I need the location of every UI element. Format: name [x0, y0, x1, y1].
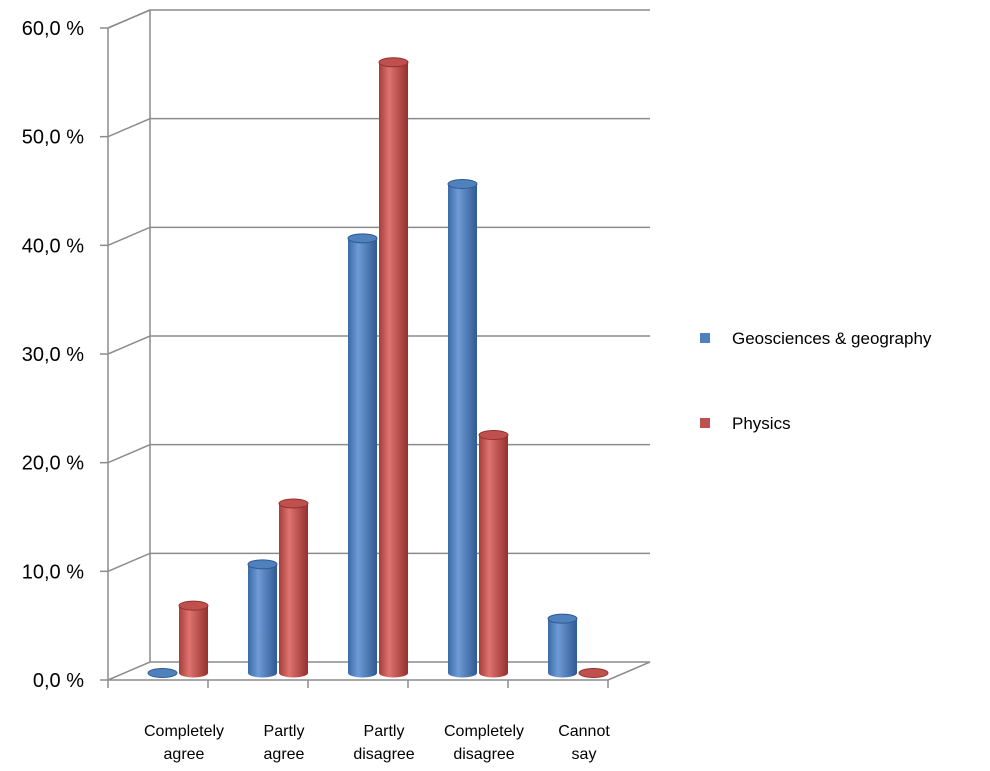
y-tick-label: 60,0 % — [22, 18, 84, 40]
y-tick-label: 20,0 % — [22, 453, 84, 475]
bar-top — [478, 430, 509, 441]
bar — [547, 613, 578, 678]
bar — [247, 559, 278, 678]
y-tick-labels: 0,0 % 10,0 % 20,0 % 30,0 % 40,0 % 50,0 % 60,0 … — [22, 18, 84, 692]
y-tick-label: 50,0 % — [22, 127, 84, 149]
bar — [578, 668, 609, 678]
bar-top — [447, 179, 478, 189]
bar-top — [547, 613, 578, 624]
axes — [100, 9, 651, 688]
y-tick-label: 10,0 % — [22, 561, 84, 583]
bar-body — [248, 564, 277, 678]
bar — [147, 668, 178, 678]
category-labels: Completely agree Partly agree Partly disagree… — [144, 723, 610, 763]
bar-top — [378, 57, 409, 68]
x-tick-label: Partly agree — [264, 723, 305, 763]
x-tick-label: Completely disagree — [444, 723, 524, 763]
bar-body — [379, 62, 408, 678]
bar-body — [448, 184, 477, 678]
x-tick-label: Partly disagree — [353, 723, 414, 763]
bar-body — [479, 435, 508, 678]
bars — [147, 57, 609, 678]
legend-label: Geosciences & geography — [732, 329, 932, 348]
bar-body — [179, 605, 208, 678]
chart-floor — [107, 661, 651, 681]
gridline — [107, 9, 650, 29]
bar — [278, 498, 309, 678]
bar-body — [348, 238, 377, 678]
y-tick-label: 30,0 % — [22, 344, 84, 366]
bar — [378, 57, 409, 678]
bar-top — [347, 233, 378, 244]
top-depth-edge — [107, 9, 151, 29]
bar-body — [548, 618, 577, 678]
bar-top — [247, 559, 278, 570]
y-tick-label: 40,0 % — [22, 235, 84, 257]
y-tick-label: 0,0 % — [33, 670, 84, 692]
bar-top — [178, 600, 209, 611]
bar — [178, 600, 209, 678]
bar — [478, 430, 509, 678]
legend-swatch — [700, 418, 710, 428]
legend-label: Physics — [732, 414, 791, 433]
bar — [347, 233, 378, 678]
legend-item: Geosciences & geography — [700, 329, 932, 348]
bar — [447, 179, 478, 678]
bar-top — [147, 668, 178, 678]
x-tick-label: Completely agree — [144, 723, 224, 763]
bar-top — [278, 498, 309, 509]
legend: Geosciences & geography Physics — [700, 329, 932, 433]
x-tick-label: Cannot say — [558, 723, 610, 763]
bar-body — [279, 503, 308, 678]
bar-top — [578, 668, 609, 678]
legend-swatch — [700, 333, 710, 343]
legend-item: Physics — [700, 414, 791, 433]
